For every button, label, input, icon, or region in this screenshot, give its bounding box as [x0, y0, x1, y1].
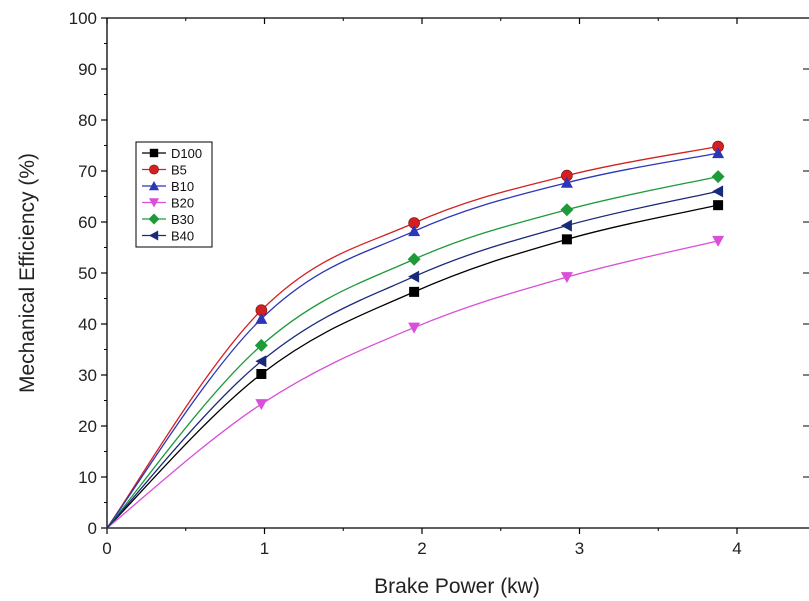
y-tick-label: 10 [78, 468, 97, 487]
data-point-b10 [255, 312, 268, 324]
plot-frame [106, 17, 809, 529]
legend-label-b40: B40 [171, 229, 194, 244]
series-line-b40 [106, 190, 719, 529]
data-point-b10 [408, 225, 421, 237]
series-b30 [106, 170, 725, 529]
data-point-b40 [255, 355, 267, 368]
series-line-d100 [106, 204, 719, 529]
data-point-b40 [712, 185, 724, 198]
y-tick-label: 40 [78, 315, 97, 334]
data-point-b30 [560, 203, 574, 217]
y-tick-label: 70 [78, 162, 97, 181]
data-point-b20 [712, 235, 725, 247]
data-point-b10 [560, 176, 573, 188]
series-line-b20 [106, 240, 719, 529]
x-tick-label: 2 [417, 539, 426, 558]
x-tick-label: 4 [732, 539, 741, 558]
y-axis-title: Mechanical Efficiency (%) [16, 153, 39, 393]
data-point-b20 [408, 322, 421, 334]
data-point-b20 [560, 272, 573, 284]
data-point-d100 [713, 200, 724, 211]
data-point-b30 [407, 252, 421, 266]
data-point-b40 [560, 219, 572, 232]
series-d100 [106, 200, 724, 529]
data-point-b20 [255, 399, 268, 411]
legend-marker-b30 [148, 213, 160, 225]
x-axis: 0 1 2 3 4 [102, 18, 742, 558]
y-tick-label: 0 [88, 519, 97, 538]
legend-marker-b10 [148, 180, 160, 191]
series-b10 [106, 147, 725, 529]
legend-marker-b20 [148, 198, 160, 208]
data-point-b30 [711, 170, 725, 184]
x-tick-label: 3 [575, 539, 584, 558]
y-tick-label: 60 [78, 213, 97, 232]
x-tick-label: 0 [102, 539, 111, 558]
legend-label-b30: B30 [171, 212, 194, 227]
y-tick-label: 30 [78, 366, 97, 385]
series-b20 [106, 235, 725, 529]
y-tick-label: 20 [78, 417, 97, 436]
data-point-b10 [712, 147, 725, 159]
y-axis: 0 10 20 30 40 50 60 70 80 90 100 [69, 9, 809, 538]
series-line-b10 [106, 152, 719, 529]
x-tick-label: 1 [260, 539, 269, 558]
legend-label-b10: B10 [171, 179, 194, 194]
y-tick-label: 80 [78, 111, 97, 130]
legend-label-b20: B20 [171, 196, 194, 211]
series-line-b30 [106, 175, 719, 529]
legend-marker-d100 [149, 148, 159, 158]
data-point-d100 [409, 286, 420, 297]
data-point-b30 [254, 338, 268, 352]
series-layer [106, 140, 725, 529]
legend-marker-b40 [148, 230, 159, 241]
data-point-d100 [561, 234, 572, 245]
legend-marker-b5 [149, 164, 159, 175]
y-tick-label: 100 [69, 9, 97, 28]
legend-label-b5: B5 [171, 163, 187, 178]
series-b5 [106, 140, 724, 529]
data-point-d100 [256, 368, 267, 379]
y-tick-label: 90 [78, 60, 97, 79]
data-point-b40 [408, 270, 420, 283]
y-tick-label: 50 [78, 264, 97, 283]
series-b40 [106, 185, 724, 529]
legend-label-d100: D100 [171, 146, 202, 161]
series-line-b5 [106, 145, 719, 529]
x-axis-title: Brake Power (kw) [374, 575, 540, 598]
legend-box [135, 141, 213, 248]
